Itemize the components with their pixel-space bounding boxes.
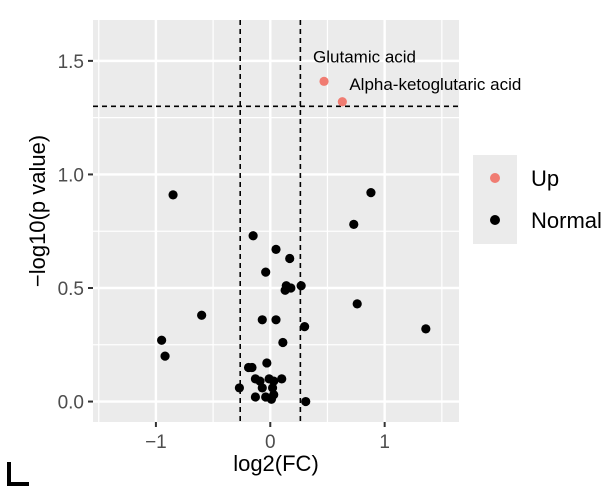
data-point-normal bbox=[271, 315, 281, 325]
x-axis-title: log2(FC) bbox=[233, 451, 319, 476]
data-point-up bbox=[319, 76, 329, 86]
data-point-normal bbox=[257, 315, 267, 325]
data-point-normal bbox=[248, 231, 258, 241]
x-tick-label: 1 bbox=[379, 432, 390, 453]
data-point-normal bbox=[267, 383, 278, 393]
cropped-corner-mark bbox=[7, 462, 11, 486]
point-annotation: Glutamic acid bbox=[313, 47, 416, 66]
data-point-normal bbox=[250, 392, 261, 402]
legend-key-background bbox=[473, 155, 517, 244]
legend-key-up bbox=[490, 173, 500, 183]
legend: Up Normal bbox=[473, 155, 602, 244]
point-annotation: Alpha-ketoglutaric acid bbox=[349, 75, 521, 94]
data-point-normal bbox=[301, 396, 311, 407]
legend-label-normal: Normal bbox=[531, 208, 602, 233]
data-point-normal bbox=[366, 188, 376, 198]
data-point-normal bbox=[296, 281, 306, 291]
y-tick-label: 1.0 bbox=[58, 165, 84, 186]
data-point-normal bbox=[285, 253, 295, 264]
data-point-normal bbox=[160, 351, 170, 361]
data-point-normal bbox=[299, 322, 310, 332]
data-point-normal bbox=[271, 244, 281, 254]
legend-key-normal bbox=[490, 215, 500, 225]
series-normal bbox=[157, 188, 431, 407]
y-axis-title: −log10(p value) bbox=[25, 135, 50, 287]
data-point-normal bbox=[277, 374, 287, 384]
data-point-normal bbox=[234, 383, 244, 393]
data-point-normal bbox=[421, 324, 431, 334]
data-point-normal bbox=[197, 310, 207, 320]
legend-label-up: Up bbox=[531, 166, 559, 191]
x-axis: −1 0 1 bbox=[145, 422, 390, 453]
data-point-normal bbox=[157, 335, 167, 345]
data-point-normal bbox=[269, 390, 279, 400]
x-tick-label: −1 bbox=[145, 432, 167, 453]
data-point-normal bbox=[352, 299, 362, 309]
data-point-normal bbox=[257, 383, 267, 393]
data-point-normal bbox=[278, 337, 288, 348]
data-point-normal bbox=[247, 362, 257, 373]
data-point-normal bbox=[349, 219, 359, 230]
x-tick-label: 0 bbox=[265, 432, 276, 453]
cropped-corner-mark-base bbox=[7, 482, 29, 486]
data-point-normal bbox=[262, 358, 272, 368]
plot-panel: Glutamic acid Alpha-ketoglutaric acid bbox=[93, 20, 521, 422]
data-point-normal bbox=[269, 376, 279, 386]
data-point-normal bbox=[286, 283, 296, 293]
y-tick-label: 0.5 bbox=[58, 279, 84, 300]
data-point-up bbox=[337, 97, 347, 107]
panel-background bbox=[93, 20, 459, 422]
y-tick-label: 1.5 bbox=[58, 52, 84, 73]
data-point-normal bbox=[261, 267, 271, 277]
y-tick-label: 0.0 bbox=[58, 393, 84, 414]
series-up bbox=[319, 76, 347, 107]
y-axis: 0.0 0.5 1.0 1.5 bbox=[58, 52, 93, 414]
data-point-normal bbox=[168, 190, 178, 200]
